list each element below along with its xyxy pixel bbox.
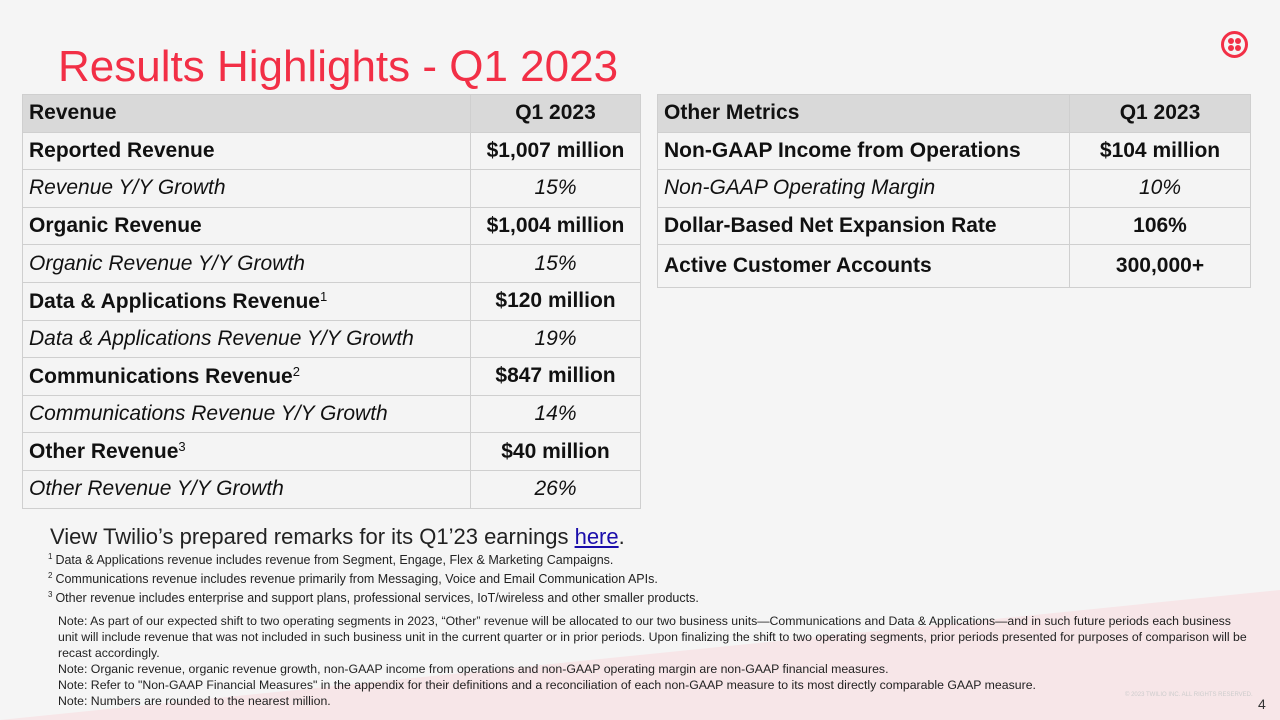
label-text: Data & Applications Revenue	[29, 289, 320, 313]
footnote-ref: 3	[178, 439, 186, 455]
row-value: 15%	[470, 169, 641, 208]
label-text: Revenue Y/Y Growth	[29, 176, 226, 200]
row-label: Other Revenue3	[22, 432, 471, 471]
label-text: Data & Applications Revenue Y/Y Growth	[29, 326, 414, 350]
table-row: Data & Applications Revenue Y/Y Growth 19…	[22, 319, 641, 359]
footnote: 3 Other revenue includes enterprise and s…	[48, 590, 699, 605]
row-label: Other Revenue Y/Y Growth	[22, 469, 471, 509]
notes: Note: As part of our expected shift to t…	[58, 613, 1248, 709]
row-label: Active Customer Accounts	[657, 244, 1070, 289]
row-value: $104 million	[1069, 131, 1251, 171]
table-row: Non-GAAP Income from Operations $104 mill…	[657, 131, 1251, 171]
footnote-ref: 2	[292, 363, 300, 379]
table-row: Revenue Y/Y Growth 15%	[22, 169, 641, 208]
table-row: Organic Revenue $1,004 million	[22, 206, 641, 246]
row-value: $1,004 million	[470, 206, 641, 246]
footnote-text: Other revenue includes enterprise and su…	[55, 591, 699, 605]
row-value: 106%	[1069, 206, 1251, 246]
footnote-ref: 1	[319, 288, 328, 304]
row-label: Communications Revenue Y/Y Growth	[22, 394, 471, 434]
footnote-num: 1	[48, 552, 53, 561]
footnote-text: Data & Applications revenue includes rev…	[55, 553, 614, 567]
table-row: Other Revenue3 $40 million	[22, 432, 641, 471]
row-value: 26%	[470, 469, 641, 509]
label-text: Communications Revenue	[29, 364, 293, 388]
row-value: $1,007 million	[470, 131, 641, 171]
footnote-text: Communications revenue includes revenue …	[55, 572, 658, 586]
header-value: Q1 2023	[1069, 94, 1251, 133]
row-value: 15%	[470, 244, 641, 283]
page-title: Results Highlights - Q1 2023	[58, 42, 619, 91]
row-value: 19%	[470, 319, 641, 359]
label-text: Organic Revenue	[29, 214, 202, 238]
label-text: Reported Revenue	[29, 138, 215, 162]
row-label: Organic Revenue	[22, 206, 471, 246]
label-text: Organic Revenue Y/Y Growth	[29, 251, 305, 275]
footnote-num: 2	[48, 571, 53, 580]
row-value: 300,000+	[1069, 244, 1251, 289]
footnote: 1 Data & Applications revenue includes re…	[48, 552, 613, 567]
row-label: Data & Applications Revenue Y/Y Growth	[22, 319, 471, 359]
footnote-num: 3	[48, 590, 53, 599]
row-value: 10%	[1069, 169, 1251, 208]
note: Note: As part of our expected shift to t…	[58, 614, 1247, 660]
row-label: Data & Applications Revenue1	[22, 281, 471, 321]
row-value: $40 million	[470, 432, 641, 471]
footnote: 2 Communications revenue includes revenue…	[48, 571, 658, 586]
table-row: Other Revenue Y/Y Growth 26%	[22, 469, 641, 509]
table-row: Data & Applications Revenue1 $120 million	[22, 281, 641, 321]
row-label: Non-GAAP Income from Operations	[657, 131, 1070, 171]
header-label: Revenue	[22, 94, 471, 133]
row-label: Organic Revenue Y/Y Growth	[22, 244, 471, 283]
row-label: Non-GAAP Operating Margin	[657, 169, 1070, 208]
table-row: Non-GAAP Operating Margin 10%	[657, 169, 1251, 208]
note: Note: Organic revenue, organic revenue g…	[58, 662, 889, 676]
header-label: Other Metrics	[657, 94, 1070, 133]
header-value: Q1 2023	[470, 94, 641, 133]
label-text: Other Revenue Y/Y Growth	[29, 477, 284, 501]
copyright: © 2023 TWILIO INC. ALL RIGHTS RESERVED.	[1125, 692, 1253, 698]
row-label: Communications Revenue2	[22, 357, 471, 396]
row-label: Reported Revenue	[22, 131, 471, 171]
row-value: $847 million	[470, 357, 641, 396]
label-text: Other Revenue	[29, 440, 179, 464]
note: Note: Refer to "Non-GAAP Financial Measu…	[58, 678, 1036, 692]
row-value: 14%	[470, 394, 641, 434]
table-row: Dollar-Based Net Expansion Rate 106%	[657, 206, 1251, 246]
table-row: Communications Revenue2 $847 million	[22, 357, 641, 396]
table-row: Communications Revenue Y/Y Growth 14%	[22, 394, 641, 434]
row-label: Dollar-Based Net Expansion Rate	[657, 206, 1070, 246]
note: Note: Numbers are rounded to the nearest…	[58, 694, 331, 708]
row-value: $120 million	[470, 281, 641, 321]
table-row: Active Customer Accounts 300,000+	[657, 244, 1251, 289]
page-number: 4	[1258, 696, 1266, 712]
remarks-end: .	[618, 524, 625, 549]
revenue-table: Revenue Q1 2023 Reported Revenue $1,007 mi…	[22, 94, 641, 509]
prepared-remarks: View Twilio’s prepared remarks for its Q…	[50, 524, 625, 550]
remarks-text: View Twilio’s prepared remarks for its Q…	[50, 524, 575, 549]
metrics-table: Other Metrics Q1 2023 Non-GAAP Income fro…	[657, 94, 1251, 289]
table-row: Organic Revenue Y/Y Growth 15%	[22, 244, 641, 283]
here-link[interactable]: here	[574, 524, 619, 549]
label-text: Communications Revenue Y/Y Growth	[29, 402, 388, 426]
table-row: Reported Revenue $1,007 million	[22, 131, 641, 171]
row-label: Revenue Y/Y Growth	[22, 169, 471, 208]
twilio-logo-icon	[1221, 31, 1248, 58]
